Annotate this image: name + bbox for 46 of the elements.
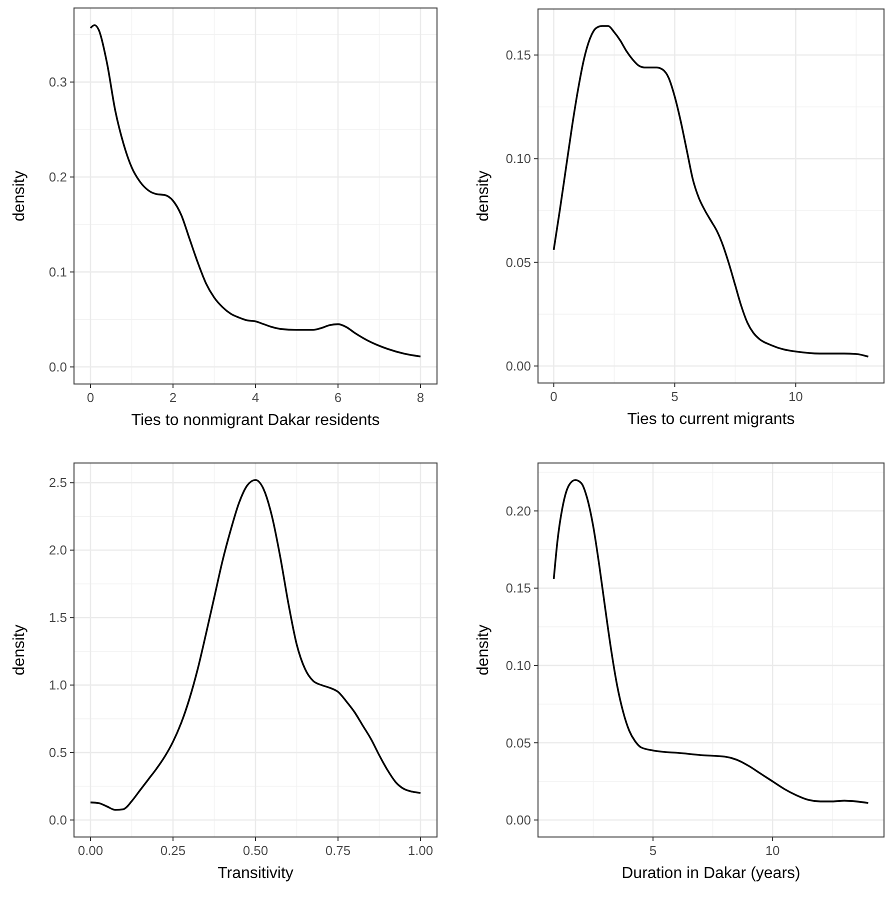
y-tick-label: 0.5 <box>48 745 67 760</box>
x-tick-label: 0 <box>86 390 94 405</box>
x-tick-label: 10 <box>788 389 803 404</box>
y-tick-label: 0.20 <box>506 503 531 518</box>
x-tick-label: 0.00 <box>78 843 104 858</box>
x-tick-label: 5 <box>671 389 678 404</box>
x-tick-label: 4 <box>252 390 260 405</box>
x-axis-title: Transitivity <box>218 865 294 882</box>
y-tick-label: 0.1 <box>48 264 67 280</box>
line-series <box>552 25 870 358</box>
y-tick-label: 0.0 <box>48 812 67 828</box>
y-tick-label: 0.15 <box>506 48 531 63</box>
x-tick-label: 8 <box>416 390 424 405</box>
x-tick-label: 0.25 <box>160 843 186 858</box>
y-tick-label: 0.00 <box>506 812 531 828</box>
y-tick-label: 0.15 <box>506 580 531 596</box>
x-tick-label: 2 <box>169 390 177 405</box>
x-axis-title: Ties to current migrants <box>627 411 795 428</box>
y-tick-label: 0.10 <box>506 151 531 166</box>
line-series <box>90 479 422 811</box>
y-axis-title: density <box>475 170 492 222</box>
y-tick-label: 0.3 <box>48 74 67 90</box>
line-series <box>90 24 422 358</box>
line-series <box>552 479 870 804</box>
y-tick-label: 0.0 <box>48 359 67 374</box>
x-axis-title: Duration in Dakar (years) <box>622 865 800 882</box>
y-tick-label: 0.2 <box>48 170 67 185</box>
x-tick-label: 6 <box>334 390 342 405</box>
x-tick-label: 1.00 <box>408 843 434 858</box>
y-tick-label: 1.0 <box>48 678 67 693</box>
y-tick-label: 0.05 <box>506 254 531 270</box>
y-tick-label: 2.5 <box>48 475 67 490</box>
x-tick-label: 10 <box>765 843 780 858</box>
x-axis-title: Ties to nonmigrant Dakar residents <box>131 412 380 429</box>
y-axis-title: density <box>11 624 28 676</box>
x-tick-label: 0.75 <box>325 843 351 858</box>
y-tick-label: 0.00 <box>506 358 531 374</box>
y-axis-title: density <box>475 624 492 676</box>
y-tick-label: 2.0 <box>48 542 67 558</box>
x-tick-label: 0.50 <box>242 843 268 858</box>
y-tick-label: 0.05 <box>506 735 531 750</box>
x-tick-label: 0 <box>550 389 558 404</box>
y-tick-label: 1.5 <box>48 610 67 626</box>
y-axis-title: density <box>11 170 28 222</box>
y-tick-label: 0.10 <box>506 658 531 674</box>
x-tick-label: 5 <box>649 843 657 858</box>
